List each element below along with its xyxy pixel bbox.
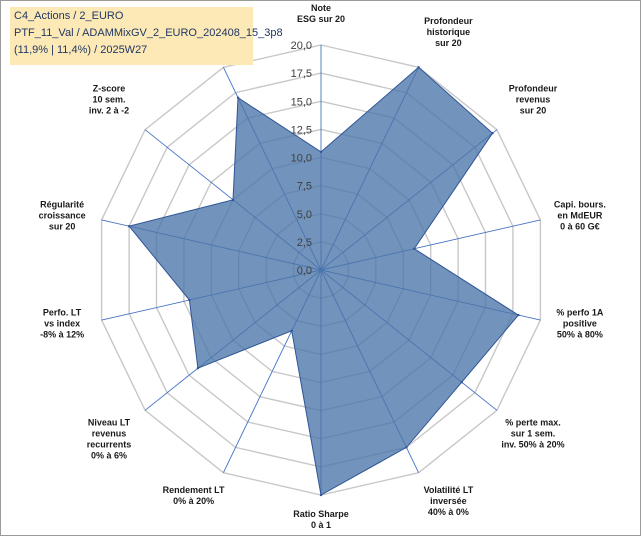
tick-label: 2,5: [297, 237, 312, 249]
axis-label: Volatilité LT inversée 40% à 0%: [424, 485, 474, 517]
tick-label: 12,5: [291, 124, 312, 136]
tick-label: 7,5: [297, 181, 312, 193]
info-line-2: PTF_11_Val / ADAMMixGV_2_EURO_202408_15_…: [14, 27, 283, 39]
data-point: [517, 313, 520, 317]
data-point: [231, 198, 235, 202]
radar-tick-labels: 0,0 2,5 5,0 7,5 10,0 12,5 15,0 17,5 20,0: [291, 40, 312, 277]
data-point: [417, 66, 420, 69]
data-point: [405, 446, 408, 449]
axis-label: Rendement LT 0% à 20%: [163, 485, 225, 506]
tick-label: 17,5: [291, 68, 312, 80]
radar-series: [127, 66, 520, 497]
tick-label: 0,0: [297, 265, 312, 277]
info-line-3: (11,9% | 11,4%) / 2025W27: [14, 44, 148, 56]
data-point: [127, 225, 131, 228]
axis-label: Perfo. LT vs index -8% à 12%: [40, 308, 84, 340]
axis-label: Z-score 10 sem. inv. 2 à -2: [89, 84, 129, 116]
data-point: [319, 493, 323, 497]
axis-label: Régularité croissance sur 20: [39, 199, 86, 231]
axis-label: % perfo 1A positive 50% à 80%: [556, 308, 604, 340]
data-point: [460, 381, 463, 384]
data-point: [319, 150, 323, 154]
axis-label: Profondeur revenus sur 20: [509, 84, 558, 116]
tick-label: 20,0: [291, 40, 312, 52]
axis-label: Capi. bours. en MdEUR 0 à 60 G€: [554, 199, 606, 231]
info-box: C4_Actions / 2_EURO PTF_11_Val / ADAMMix…: [10, 7, 283, 65]
tick-label: 15,0: [291, 96, 312, 108]
tick-label: 10,0: [291, 153, 312, 165]
info-line-1: C4_Actions / 2_EURO: [14, 10, 124, 22]
axis-label: % perte max. sur 1 sem. inv. 50% à 20%: [501, 418, 564, 450]
axis-label: Niveau LT revenus recurrents 0% à 6%: [87, 418, 132, 461]
axis-label: Note ESG sur 20: [297, 3, 345, 24]
data-point: [290, 329, 293, 332]
axis-label: Profondeur historique sur 20: [424, 16, 473, 48]
data-point: [188, 298, 191, 302]
data-point: [413, 247, 416, 250]
axis-label: Ratio Sharpe 0 à 1: [293, 509, 349, 530]
data-point: [491, 132, 494, 135]
tick-label: 5,0: [297, 209, 312, 221]
data-point: [196, 367, 200, 370]
data-point: [236, 96, 240, 99]
